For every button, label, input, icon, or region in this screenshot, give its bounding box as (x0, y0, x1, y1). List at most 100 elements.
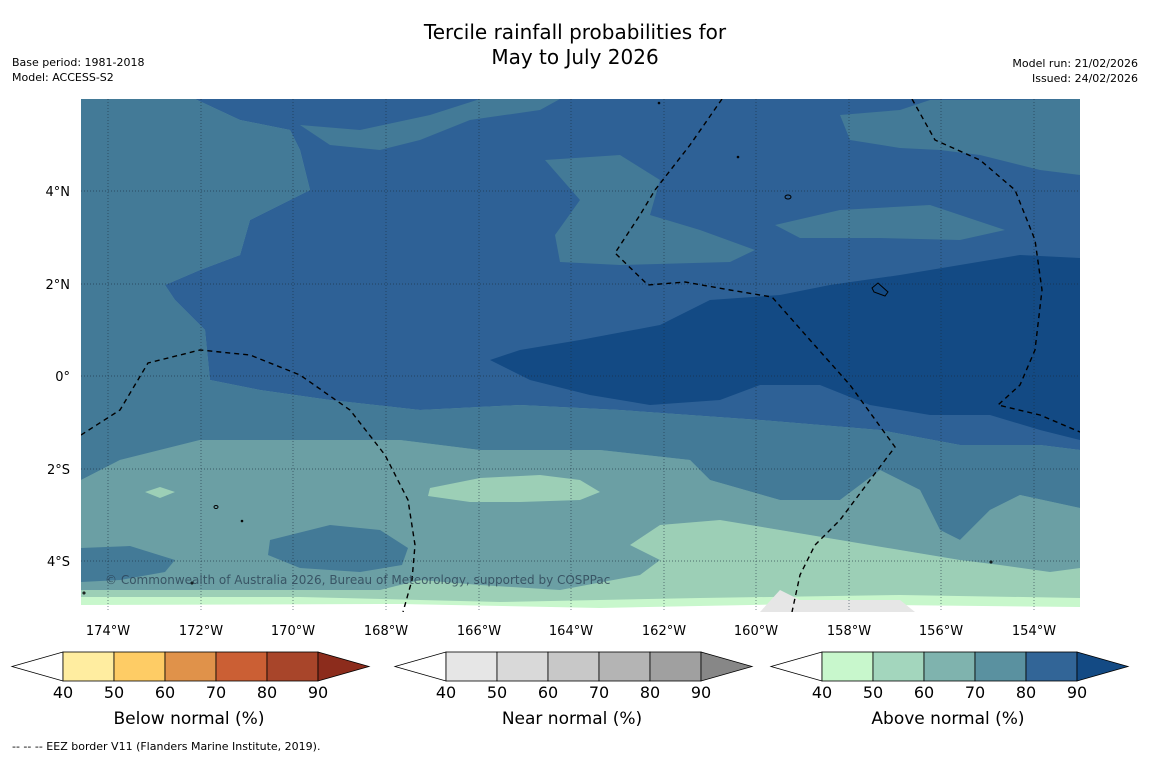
colorbar-swatch (1025, 651, 1078, 682)
lon-label: 174°W (86, 624, 130, 639)
colorbar-swatch (215, 651, 268, 682)
colorbar-tick-label: 40 (52, 683, 74, 702)
lon-label: 168°W (364, 624, 408, 639)
colorbar-tick-label: 60 (537, 683, 559, 702)
colorbar-swatch (164, 651, 217, 682)
island (736, 155, 740, 159)
region-90 (490, 255, 1080, 440)
colorbar-tick-label: 80 (256, 683, 278, 702)
region-50-south (81, 520, 1080, 612)
colorbar-swatch (445, 651, 498, 682)
colorbar-extend-high (1076, 651, 1130, 682)
island (989, 560, 993, 564)
title-line-1: Tercile rainfall probabilities for (423, 20, 727, 44)
axis-labels: 174°W 172°W 170°W 168°W 166°W 164°W 162°… (46, 185, 1057, 639)
colorbar-swatch (821, 651, 874, 682)
islands (82, 101, 993, 595)
colorbar-tick-label: 70 (964, 683, 986, 702)
lat-label: 4°S (47, 555, 70, 570)
colorbar-swatch (872, 651, 925, 682)
colorbar-extend-low (393, 651, 447, 682)
meta-left: Base period: 1981-2018 Model: ACCESS-S2 (12, 55, 144, 85)
lat-label: 4°N (46, 185, 71, 200)
region-70-north (81, 99, 310, 380)
colorbar-tick-label: 70 (205, 683, 227, 702)
eez-footnote: -- -- -- EEZ border V11 (Flanders Marine… (12, 740, 321, 753)
eez-border-northeast (911, 99, 1080, 433)
island (82, 591, 86, 595)
colorbar-swatch (62, 651, 115, 682)
colorbar-near-normal (393, 651, 754, 682)
lon-label: 172°W (179, 624, 223, 639)
colorbar-swatch (974, 651, 1027, 682)
colorbar-label-above: Above normal (%) (871, 709, 1025, 729)
meta-right: Model run: 21/02/2026 Issued: 24/02/2026 (1012, 56, 1138, 86)
eez-border-west (81, 349, 416, 612)
colorbar-tick-label: 80 (1015, 683, 1037, 702)
island (784, 194, 792, 200)
colorbar-extend-high (700, 651, 754, 682)
colorbar-swatch (598, 651, 651, 682)
lon-label: 164°W (549, 624, 593, 639)
colorbar-above-normal (769, 651, 1130, 682)
region-70-patch-3 (775, 205, 1005, 240)
region-50-small (145, 487, 175, 498)
island-atoll (871, 282, 889, 297)
colorbar-tick-label: 60 (913, 683, 935, 702)
region-70-south-patch (268, 525, 408, 572)
colorbar-tick-label: 70 (588, 683, 610, 702)
colorbar-extend-low (769, 651, 823, 682)
lon-label: 160°W (734, 624, 778, 639)
colorbar-extend-low (10, 651, 64, 682)
colorbar-extend-high (317, 651, 371, 682)
map-title: Tercile rainfall probabilities for May t… (0, 20, 1150, 70)
lat-label: 2°S (47, 463, 70, 478)
island (240, 519, 244, 523)
colorbar-tick-label: 50 (862, 683, 884, 702)
model-run: Model run: 21/02/2026 (1012, 57, 1138, 70)
base-period: Base period: 1981-2018 (12, 56, 145, 69)
lat-label: 2°N (46, 278, 71, 293)
model-name: Model: ACCESS-S2 (12, 71, 114, 84)
colorbar-swatch (496, 651, 549, 682)
title-line-2: May to July 2026 (491, 45, 659, 69)
island (213, 505, 219, 509)
lon-label: 156°W (919, 624, 963, 639)
colorbar-swatch (113, 651, 166, 682)
island (190, 581, 194, 585)
colorbar-swatch (649, 651, 702, 682)
colorbar-label-near: Near normal (%) (501, 709, 643, 729)
colorbar-swatch (923, 651, 976, 682)
colorbar-tick-label: 60 (154, 683, 176, 702)
region-near-normal (760, 590, 915, 612)
colorbar-tick-label: 50 (486, 683, 508, 702)
probability-field (81, 99, 1080, 612)
lon-label: 162°W (642, 624, 686, 639)
region-70-patch (300, 99, 560, 150)
colorbar-label-below: Below normal (%) (113, 709, 265, 729)
colorbar-tick-label: 90 (307, 683, 329, 702)
region-50-patch (428, 475, 600, 502)
region-70-sw-patch (81, 546, 175, 582)
colorbar-tick-label: 50 (103, 683, 125, 702)
colorbar-swatch (266, 651, 319, 682)
issued-date: Issued: 24/02/2026 (1031, 72, 1138, 85)
colorbar-below-normal (10, 651, 371, 682)
lon-label: 154°W (1012, 624, 1056, 639)
lon-label: 170°W (271, 624, 315, 639)
colorbar-tick-label: 80 (639, 683, 661, 702)
colorbar-tick-label: 40 (435, 683, 457, 702)
eez-borders (81, 99, 1080, 612)
colorbar-tick-label: 40 (811, 683, 833, 702)
region-70-patch-4 (840, 99, 1080, 175)
copyright-notice: © Commonwealth of Australia 2026, Bureau… (105, 573, 611, 587)
lon-label: 158°W (827, 624, 871, 639)
lat-label: 0° (55, 370, 70, 385)
region-70-patch-2 (545, 155, 755, 265)
colorbar-tick-label: 90 (1066, 683, 1088, 702)
lon-label: 166°W (457, 624, 501, 639)
island (657, 101, 661, 105)
colorbar-tick-label: 90 (690, 683, 712, 702)
colorbar-swatch (547, 651, 600, 682)
